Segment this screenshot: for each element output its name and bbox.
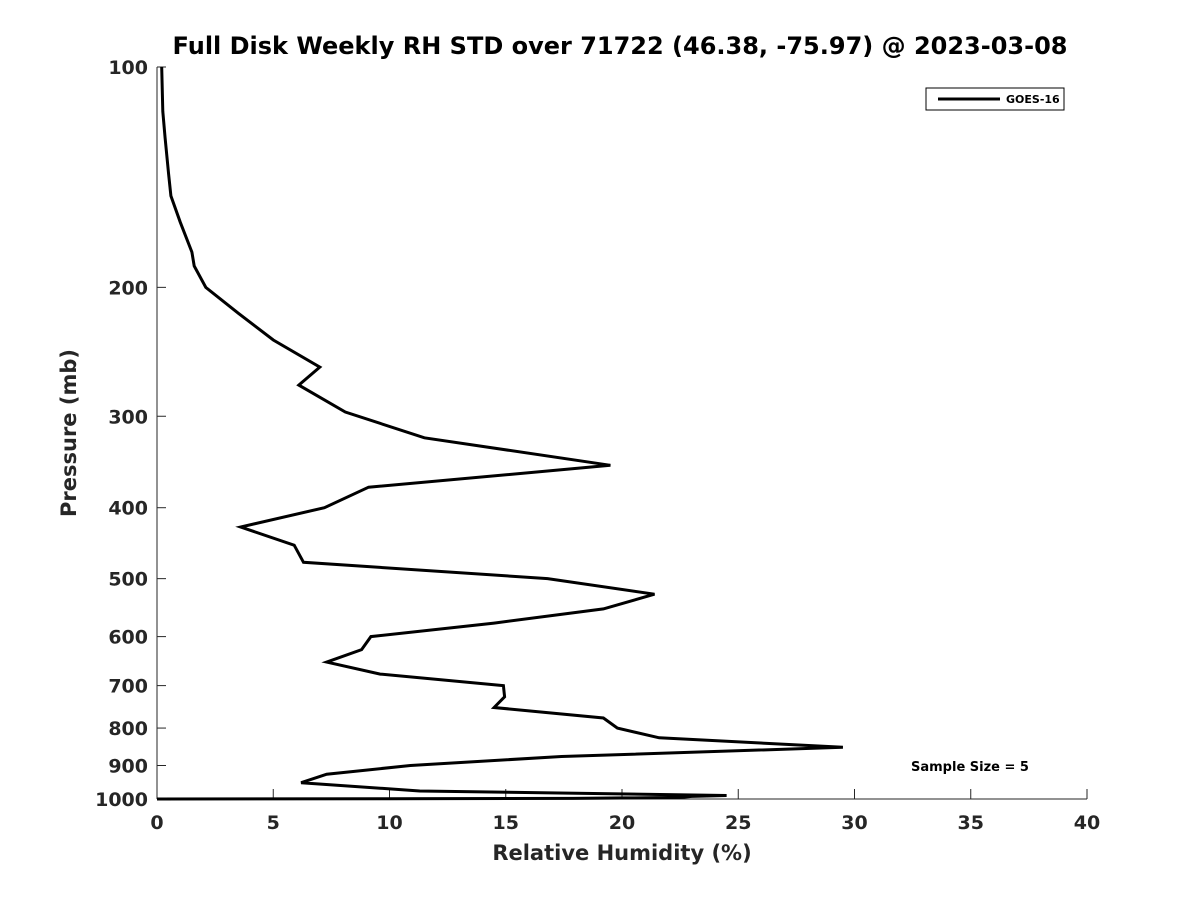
sample-size-annotation: Sample Size = 5 (911, 760, 1029, 775)
x-tick-label: 15 (493, 812, 519, 834)
x-ticks: 0 5 10 15 20 25 30 35 40 (150, 789, 1100, 834)
y-axis-label: Pressure (mb) (57, 349, 81, 517)
plot-area (157, 67, 1087, 799)
y-tick-label: 400 (108, 498, 148, 520)
y-tick-label: 700 (108, 676, 148, 698)
y-tick-label: 600 (108, 627, 148, 649)
x-axis-label: Relative Humidity (%) (492, 841, 751, 865)
x-tick-label: 20 (609, 812, 635, 834)
y-tick-label: 500 (108, 569, 148, 591)
y-tick-label: 200 (108, 277, 148, 299)
y-tick-label: 300 (108, 406, 148, 428)
x-tick-label: 35 (958, 812, 984, 834)
x-tick-label: 10 (376, 812, 402, 834)
y-tick-label: 100 (108, 57, 148, 79)
x-tick-label: 25 (725, 812, 751, 834)
x-tick-label: 5 (267, 812, 280, 834)
y-tick-label: 1000 (95, 789, 148, 811)
legend-label-goes-16: GOES-16 (1006, 93, 1060, 106)
legend: GOES-16 (925, 87, 1065, 111)
y-ticks: 100 200 300 400 500 600 700 800 900 1000 (95, 57, 166, 811)
x-tick-label: 40 (1074, 812, 1100, 834)
chart-title: Full Disk Weekly RH STD over 71722 (46.3… (173, 32, 1068, 60)
y-tick-label: 900 (108, 756, 148, 778)
y-tick-label: 800 (108, 718, 148, 740)
x-tick-label: 30 (841, 812, 867, 834)
series-line-goes-16 (156, 66, 843, 801)
x-tick-label: 0 (150, 812, 163, 834)
